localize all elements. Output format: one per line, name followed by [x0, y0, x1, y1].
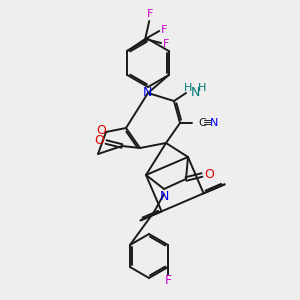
Text: O: O [96, 124, 106, 136]
Text: O: O [204, 169, 214, 182]
Text: ≡: ≡ [203, 118, 213, 128]
Text: N: N [159, 190, 169, 202]
Text: N: N [210, 118, 218, 128]
Text: F: F [161, 25, 167, 35]
Text: F: F [164, 274, 172, 287]
Text: H: H [184, 83, 192, 93]
Text: H: H [198, 83, 206, 93]
Text: N: N [190, 86, 200, 100]
Text: N: N [142, 86, 152, 100]
Text: F: F [147, 9, 153, 19]
Text: F: F [163, 39, 169, 49]
Text: O: O [94, 134, 104, 148]
Text: C: C [198, 118, 206, 128]
